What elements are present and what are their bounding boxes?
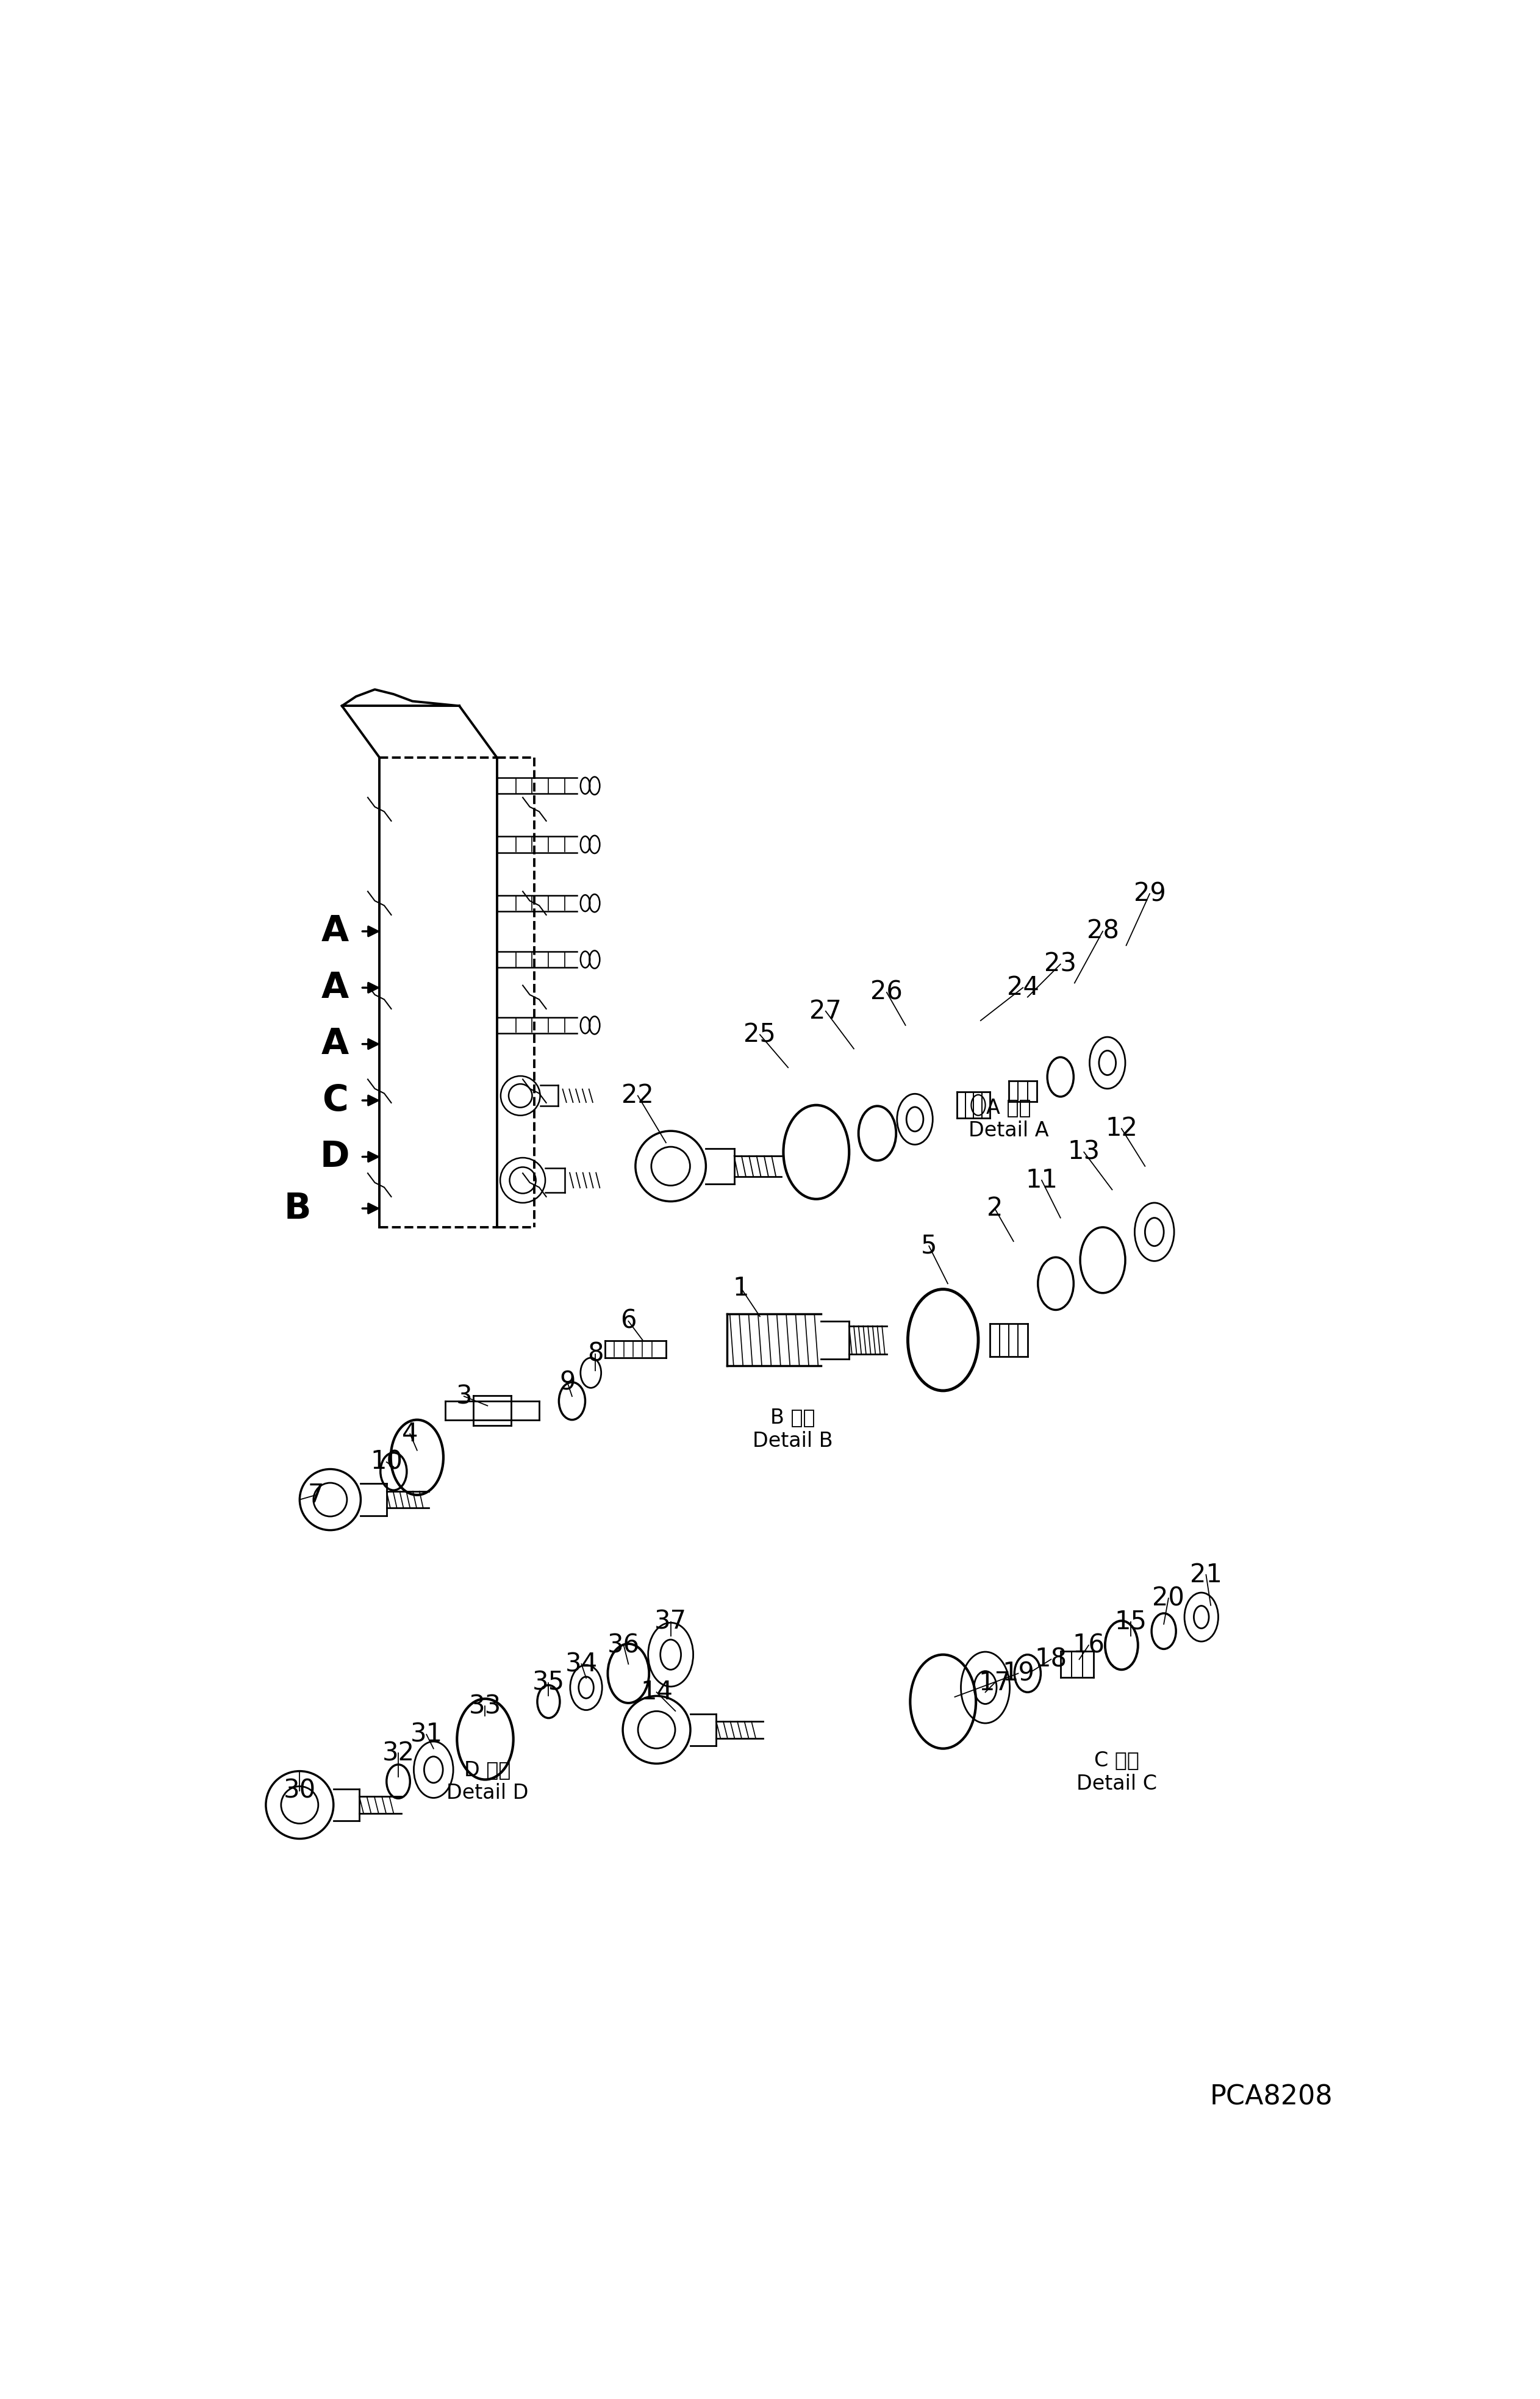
Text: C: C (322, 1082, 348, 1118)
Text: 3: 3 (456, 1384, 473, 1408)
Text: 17: 17 (978, 1670, 1010, 1696)
Text: 36: 36 (607, 1631, 641, 1658)
Text: 5: 5 (921, 1233, 936, 1259)
Text: 7: 7 (308, 1483, 323, 1507)
Text: 28: 28 (1087, 919, 1120, 945)
Text: 10: 10 (371, 1449, 403, 1475)
Text: D: D (320, 1140, 350, 1173)
Text: 31: 31 (410, 1722, 442, 1746)
Text: 34: 34 (565, 1651, 598, 1677)
Text: 20: 20 (1152, 1586, 1184, 1612)
Text: 15: 15 (1115, 1610, 1147, 1634)
Text: 8: 8 (587, 1341, 604, 1367)
Text: 11: 11 (1026, 1168, 1058, 1192)
Text: 30: 30 (283, 1778, 316, 1804)
Text: 1: 1 (733, 1276, 748, 1300)
Text: 32: 32 (382, 1739, 414, 1766)
Text: PCA8208: PCA8208 (1210, 2085, 1332, 2111)
Text: 13: 13 (1067, 1140, 1100, 1166)
Text: C 詳細
Detail C: C 詳細 Detail C (1076, 1751, 1157, 1794)
Text: 23: 23 (1044, 952, 1076, 976)
Text: 26: 26 (870, 979, 902, 1005)
Text: A: A (322, 1027, 348, 1060)
Text: 18: 18 (1035, 1646, 1067, 1672)
Text: 4: 4 (402, 1420, 419, 1447)
Text: 35: 35 (533, 1670, 565, 1696)
Text: A 詳細
Detail A: A 詳細 Detail A (969, 1096, 1049, 1142)
Text: B: B (283, 1190, 311, 1226)
Text: D 詳細
Detail D: D 詳細 Detail D (447, 1761, 528, 1804)
Text: 2: 2 (987, 1195, 1003, 1221)
Text: A: A (322, 914, 348, 948)
Text: 9: 9 (559, 1370, 576, 1396)
Text: 6: 6 (621, 1307, 636, 1334)
Text: 12: 12 (1106, 1116, 1138, 1142)
Text: 16: 16 (1072, 1631, 1104, 1658)
Text: 21: 21 (1190, 1562, 1223, 1588)
Text: 24: 24 (1007, 974, 1040, 1000)
Text: 27: 27 (810, 998, 842, 1024)
Text: 29: 29 (1133, 880, 1166, 907)
Text: 14: 14 (641, 1679, 673, 1706)
Text: B 詳細
Detail B: B 詳細 Detail B (753, 1408, 833, 1451)
Text: 19: 19 (1003, 1660, 1035, 1686)
Text: 37: 37 (654, 1610, 687, 1634)
Text: A: A (322, 969, 348, 1005)
Text: 33: 33 (468, 1694, 502, 1720)
Text: 22: 22 (622, 1082, 654, 1108)
Text: 25: 25 (744, 1022, 776, 1048)
